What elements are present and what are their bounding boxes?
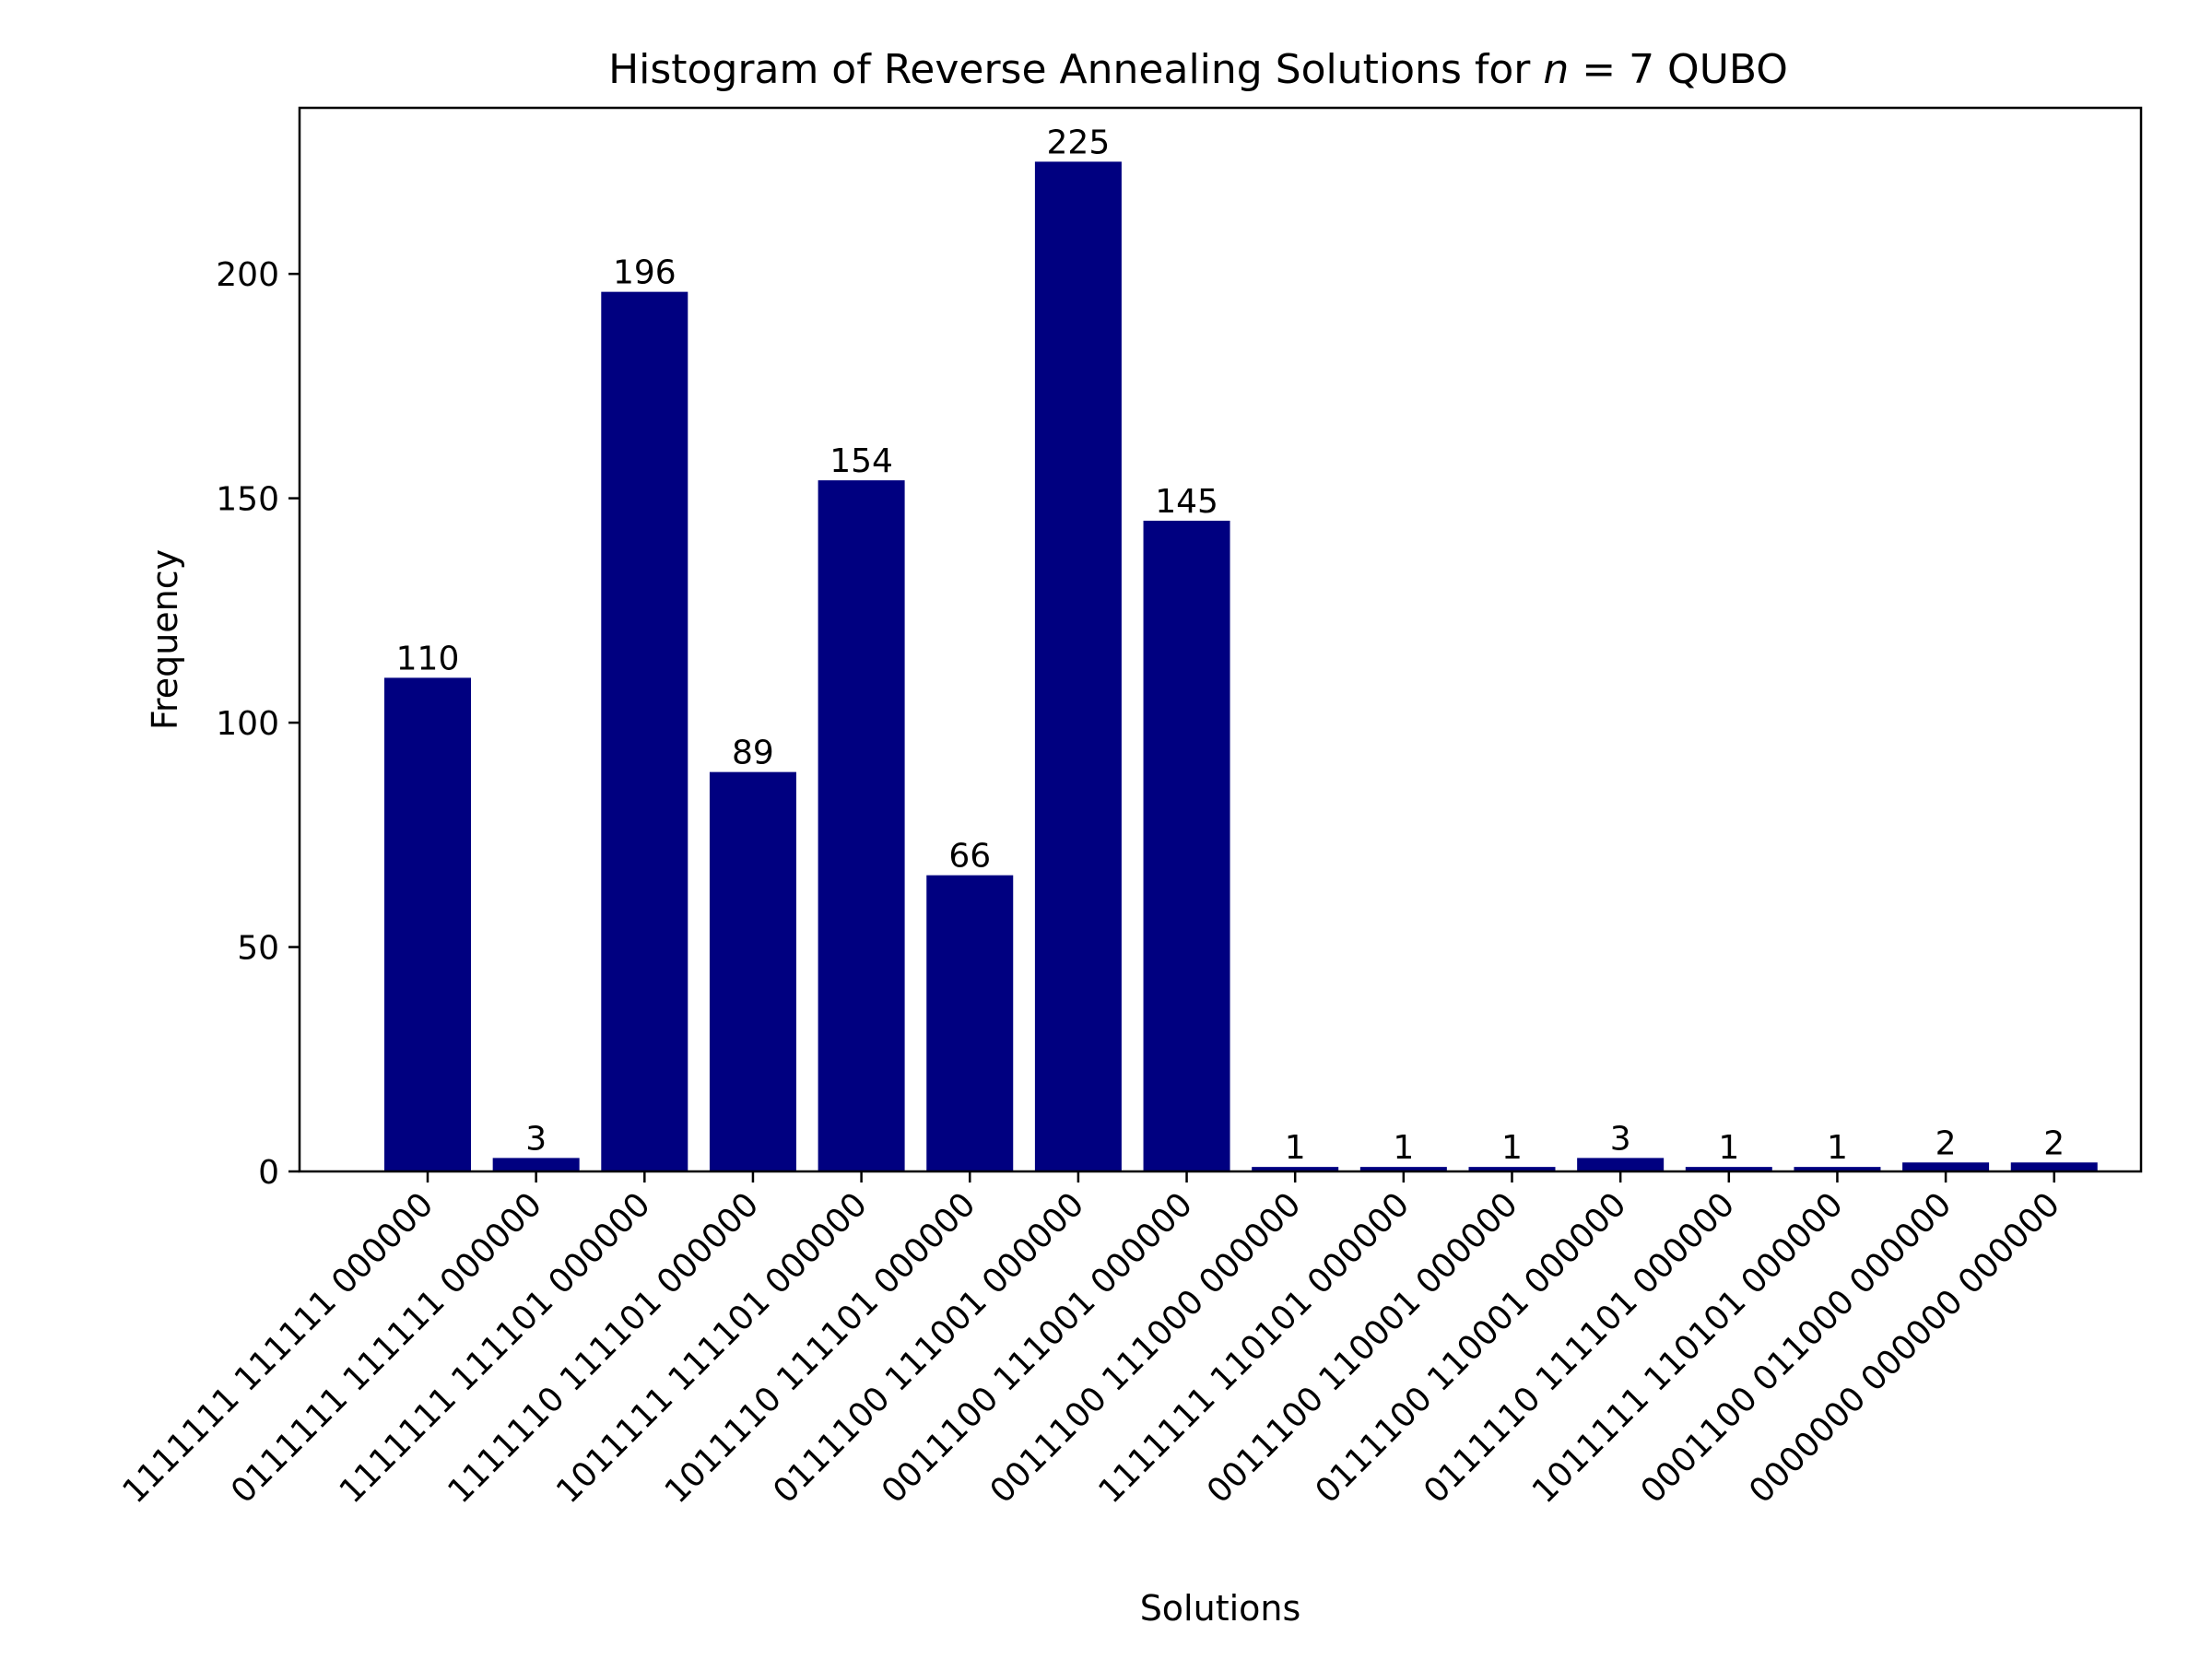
- bar-value-label: 1: [1718, 1129, 1739, 1167]
- y-tick-label: 200: [216, 256, 279, 294]
- bar-value-label: 196: [613, 254, 677, 292]
- bar-value-label: 110: [396, 640, 460, 677]
- bar: [1902, 1162, 1990, 1171]
- bar: [1359, 1167, 1447, 1171]
- x-axis-label: Solutions: [1140, 1588, 1301, 1629]
- y-tick-label: 150: [216, 481, 279, 519]
- bar-value-label: 66: [948, 838, 991, 876]
- bar: [384, 677, 471, 1171]
- bar: [1685, 1167, 1772, 1171]
- bar-value-label: 1: [1501, 1129, 1523, 1167]
- bar-value-label: 1: [1393, 1129, 1414, 1167]
- bar-value-label: 3: [525, 1120, 547, 1158]
- y-axis-label: Frequency: [145, 549, 185, 730]
- bar-value-label: 145: [1155, 483, 1218, 521]
- chart-title: Histogram of Reverse Annealing Solutions…: [608, 46, 1788, 93]
- bar: [1468, 1167, 1556, 1171]
- bar-value-label: 89: [732, 735, 774, 772]
- bar: [709, 771, 796, 1171]
- bar-value-label: 225: [1047, 124, 1111, 161]
- bar-value-label: 154: [830, 442, 893, 480]
- axes-frame: [298, 106, 2143, 1173]
- y-tick-label: 50: [237, 930, 279, 968]
- bar: [601, 291, 688, 1171]
- bar-value-label: 2: [1936, 1124, 1957, 1162]
- bar-value-label: 1: [1827, 1129, 1848, 1167]
- bar: [1143, 520, 1230, 1171]
- bar-value-label: 3: [1610, 1120, 1631, 1158]
- bar: [1034, 161, 1122, 1171]
- bar: [926, 875, 1014, 1171]
- y-tick-label: 100: [216, 705, 279, 743]
- bar-value-label: 1: [1285, 1129, 1306, 1167]
- bar: [2010, 1162, 2098, 1171]
- bar: [492, 1158, 580, 1171]
- bar: [818, 480, 905, 1171]
- y-tick-label: 0: [258, 1154, 279, 1192]
- bar: [1252, 1167, 1339, 1171]
- bar: [1794, 1167, 1881, 1171]
- bar: [1577, 1158, 1665, 1171]
- bar-value-label: 2: [2043, 1124, 2065, 1162]
